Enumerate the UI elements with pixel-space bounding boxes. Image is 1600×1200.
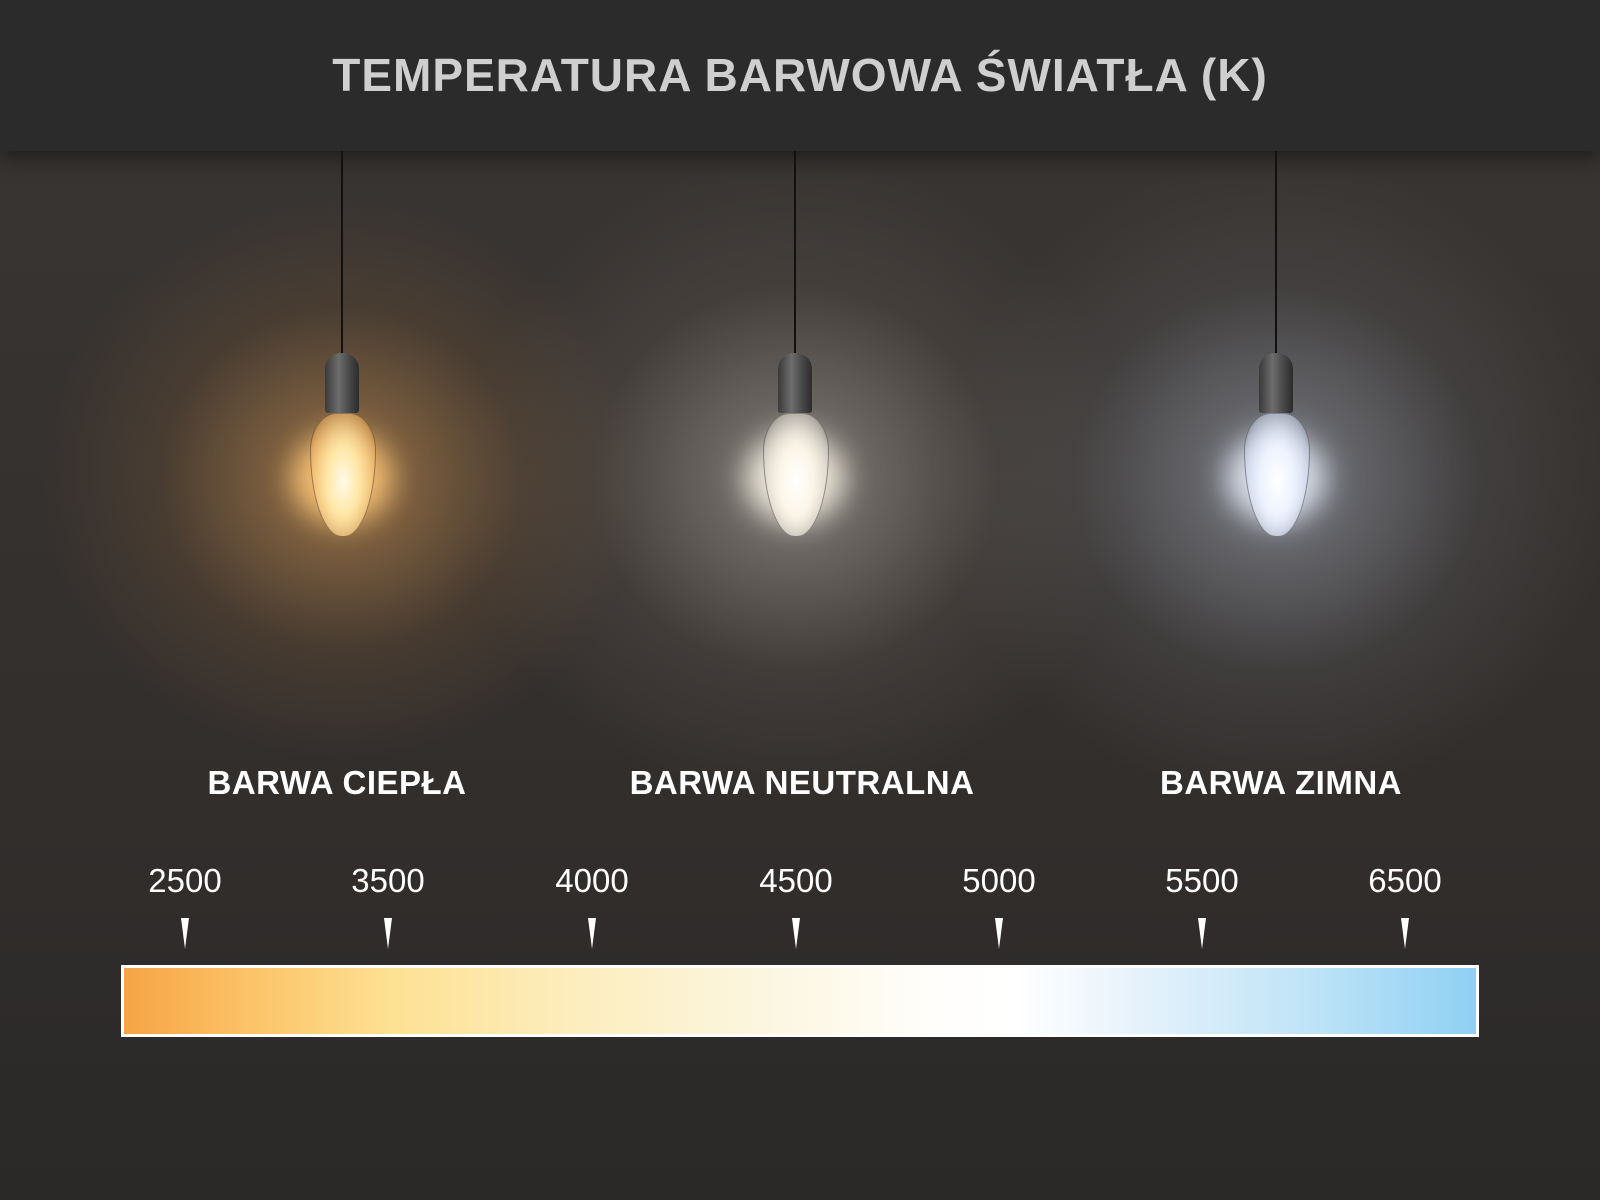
lamp-socket [325, 353, 359, 413]
tick-label: 4500 [759, 862, 833, 899]
category-label-cold: BARWA ZIMNA [1160, 764, 1402, 801]
tick-marker [588, 918, 596, 949]
lamp-neutral [745, 151, 845, 551]
tick-marker [1198, 918, 1206, 949]
tick-marker [384, 918, 392, 949]
tick-marker [792, 918, 800, 949]
category-label-warm: BARWA CIEPŁA [207, 764, 467, 801]
lamp-cord [794, 151, 796, 357]
lamp-socket [778, 353, 812, 413]
lamp-socket [1259, 353, 1293, 413]
lamp-cold [1226, 151, 1326, 551]
tick-label: 2500 [148, 862, 222, 899]
header-bar [0, 0, 1600, 151]
tick-marker [1401, 918, 1409, 949]
tick-marker [995, 918, 1003, 949]
tick-label: 6500 [1368, 862, 1442, 899]
color-temperature-gradient-bar [121, 965, 1479, 1037]
lamp-cord [1275, 151, 1277, 357]
lamp-warm [292, 151, 392, 551]
page-title: TEMPERATURA BARWOWA ŚWIATŁA (K) [332, 49, 1268, 101]
tick-label: 3500 [351, 862, 425, 899]
tick-marker [181, 918, 189, 949]
tick-label: 5000 [962, 862, 1036, 899]
lamp-cord [341, 151, 343, 357]
tick-label: 5500 [1165, 862, 1239, 899]
tick-label: 4000 [555, 862, 629, 899]
category-label-neutral: BARWA NEUTRALNA [629, 764, 975, 801]
